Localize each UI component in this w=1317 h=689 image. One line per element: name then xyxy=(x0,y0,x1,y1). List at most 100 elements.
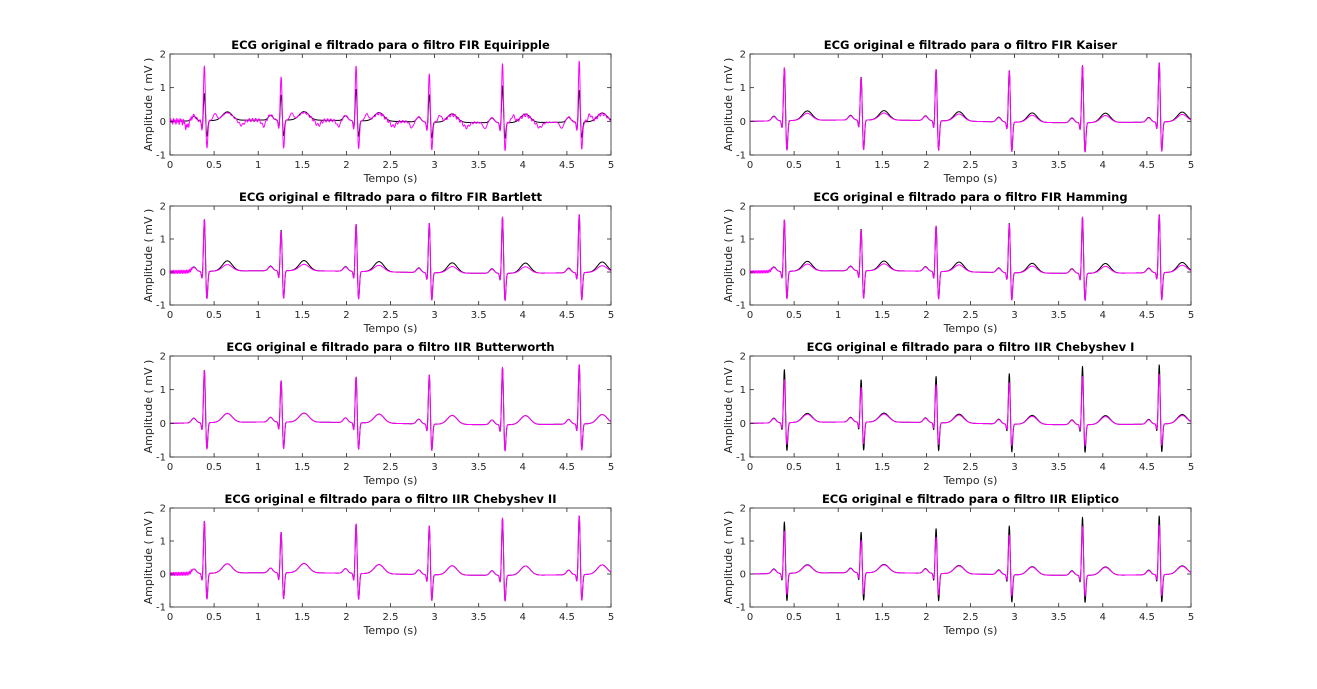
x-tick-label: 1 xyxy=(835,160,841,171)
x-tick-label: 1.5 xyxy=(294,160,310,171)
x-tick-label: 0.5 xyxy=(206,310,222,321)
subplot-title: ECG original e filtrado para o filtro II… xyxy=(807,340,1135,354)
series-filtered-ecg xyxy=(750,214,1191,301)
x-tick-label: 0 xyxy=(747,612,753,623)
x-tick-label: 5 xyxy=(1188,310,1194,321)
x-tick-label: 0 xyxy=(167,160,173,171)
axes-box xyxy=(169,507,612,608)
y-axis-label: Amplitude ( mV ) xyxy=(142,58,155,152)
x-axis-label: Tempo (s) xyxy=(363,474,418,487)
x-tick-label: 1.5 xyxy=(874,160,890,171)
x-tick-label: 0.5 xyxy=(786,160,802,171)
x-tick-label: 0.5 xyxy=(206,462,222,473)
x-tick-label: 1 xyxy=(835,462,841,473)
y-tick-label: 1 xyxy=(160,385,166,396)
y-tick-label: -1 xyxy=(156,301,166,312)
y-tick-label: 1 xyxy=(740,385,746,396)
series-filtered-ecg xyxy=(170,515,611,602)
x-tick-label: 2.5 xyxy=(963,462,979,473)
x-tick-label: 0 xyxy=(167,462,173,473)
x-tick-label: 5 xyxy=(608,612,614,623)
x-tick-label: 4.5 xyxy=(1139,462,1155,473)
x-tick-label: 4.5 xyxy=(559,160,575,171)
x-tick-label: 3.5 xyxy=(1051,310,1067,321)
x-tick-label: 2 xyxy=(343,160,349,171)
y-tick-label: 2 xyxy=(160,50,166,61)
y-tick-label: -1 xyxy=(156,603,166,614)
axes-box xyxy=(749,507,1192,608)
subplot-title: ECG original e filtrado para o filtro FI… xyxy=(239,190,542,204)
axes-box xyxy=(749,355,1192,458)
x-tick-label: 3 xyxy=(1011,612,1017,623)
x-tick-label: 0.5 xyxy=(786,462,802,473)
x-tick-label: 2 xyxy=(923,310,929,321)
subplot-title: ECG original e filtrado para o filtro FI… xyxy=(813,190,1127,204)
series-filtered-ecg xyxy=(170,364,611,452)
x-tick-label: 3 xyxy=(1011,462,1017,473)
x-tick-label: 4 xyxy=(520,612,526,623)
x-axis-label: Tempo (s) xyxy=(943,172,998,185)
x-tick-label: 2 xyxy=(343,462,349,473)
x-tick-label: 0 xyxy=(747,310,753,321)
y-tick-label: 1 xyxy=(160,83,166,94)
x-tick-label: 0.5 xyxy=(786,310,802,321)
x-tick-label: 0 xyxy=(167,612,173,623)
x-tick-label: 5 xyxy=(608,462,614,473)
axes-box xyxy=(169,355,612,458)
x-tick-label: 0.5 xyxy=(206,612,222,623)
x-tick-label: 3 xyxy=(431,310,437,321)
x-tick-label: 3.5 xyxy=(1051,462,1067,473)
x-axis-label: Tempo (s) xyxy=(363,172,418,185)
subplot-title: ECG original e filtrado para o filtro II… xyxy=(226,340,554,354)
x-tick-label: 1 xyxy=(835,612,841,623)
y-tick-label: 0 xyxy=(160,419,166,430)
x-axis-label: Tempo (s) xyxy=(943,474,998,487)
y-axis-label: Amplitude ( mV ) xyxy=(142,360,155,454)
x-tick-label: 2.5 xyxy=(383,160,399,171)
y-tick-label: 2 xyxy=(160,202,166,213)
x-tick-label: 1 xyxy=(255,310,261,321)
y-tick-label: 0 xyxy=(740,268,746,279)
x-tick-label: 4.5 xyxy=(559,310,575,321)
subplot-title: ECG original e filtrado para o filtro FI… xyxy=(824,38,1118,52)
x-tick-label: 2 xyxy=(343,310,349,321)
x-tick-label: 2.5 xyxy=(383,310,399,321)
x-tick-label: 3.5 xyxy=(471,612,487,623)
x-tick-label: 5 xyxy=(1188,160,1194,171)
x-tick-label: 2.5 xyxy=(963,612,979,623)
y-tick-label: 2 xyxy=(740,352,746,363)
y-tick-label: 2 xyxy=(740,50,746,61)
x-tick-label: 0 xyxy=(167,310,173,321)
x-tick-label: 5 xyxy=(1188,462,1194,473)
x-tick-label: 3 xyxy=(431,160,437,171)
series-filtered-ecg xyxy=(750,62,1191,153)
y-axis-label: Amplitude ( mV ) xyxy=(722,360,735,454)
x-axis-label: Tempo (s) xyxy=(943,624,998,637)
x-tick-label: 3 xyxy=(431,462,437,473)
x-tick-label: 1 xyxy=(255,612,261,623)
y-tick-label: 1 xyxy=(160,537,166,548)
x-axis-label: Tempo (s) xyxy=(363,624,418,637)
x-tick-label: 1.5 xyxy=(294,612,310,623)
axes-box xyxy=(169,53,612,156)
x-tick-label: 1.5 xyxy=(294,310,310,321)
y-tick-label: 2 xyxy=(160,504,166,515)
x-tick-label: 3.5 xyxy=(471,310,487,321)
y-tick-label: 0 xyxy=(160,117,166,128)
axes-box xyxy=(749,53,1192,156)
x-tick-label: 3 xyxy=(1011,160,1017,171)
x-tick-label: 4 xyxy=(520,160,526,171)
y-tick-label: 0 xyxy=(160,268,166,279)
x-tick-label: 0.5 xyxy=(206,160,222,171)
x-tick-label: 5 xyxy=(608,310,614,321)
x-tick-label: 2 xyxy=(923,160,929,171)
x-tick-label: 1.5 xyxy=(874,462,890,473)
x-tick-label: 0 xyxy=(747,462,753,473)
x-tick-label: 5 xyxy=(1188,612,1194,623)
y-tick-label: 0 xyxy=(740,117,746,128)
axes-box xyxy=(169,205,612,306)
